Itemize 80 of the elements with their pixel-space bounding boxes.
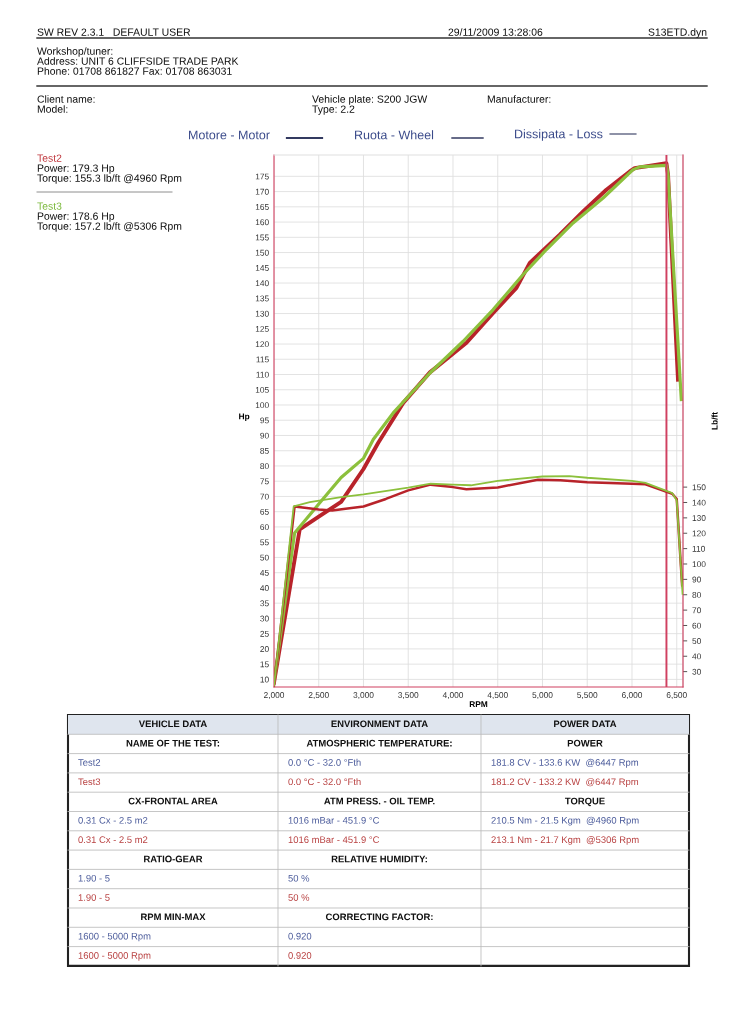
text: Power: 179.3 Hp [37,164,115,174]
y-tick-label: 65 [260,508,269,515]
y-tick-label: 55 [260,539,269,546]
y-tick-label: 165 [255,204,269,210]
x-tick-label: 2,000 [263,692,285,699]
y-tick-label: 115 [256,356,269,363]
y-tick-label: 170 [255,188,269,195]
y-tick-label: 85 [260,447,269,454]
x-tick-label: 6,000 [621,692,643,699]
x-tick-label: 6,500 [666,692,687,699]
y-tick-label: 30 [260,615,269,622]
text: Manufacturer: [487,95,551,103]
x-tick-label: 2,500 [308,692,329,699]
x-tick-label: 5,000 [532,692,553,699]
y-tick-label: 160 [255,219,269,226]
text: 29/11/2009 13:28:06 [448,28,543,36]
y2-tick-label: 30 [692,668,701,675]
y2-axis-title: Lb/ft [711,412,718,430]
y-axis-title: Hp [239,413,250,421]
text: Motore - Motor [189,130,270,140]
y-tick-label: 80 [260,463,269,470]
text: Model: [37,105,68,113]
y-tick-label: 100 [255,402,269,409]
y-tick-label: 145 [255,265,269,271]
y-tick-label: 75 [260,478,269,485]
y-tick-label: 95 [260,417,269,424]
y-tick-label: 135 [255,295,269,302]
y-tick-label: 50 [260,554,269,561]
y2-tick-label: 150 [692,484,706,491]
text: SW REV 2.3.1 DEFAULT USER [37,28,191,36]
text: Dissipata - Loss [515,129,603,141]
text: Ruota - Wheel [355,130,434,140]
text: Vehicle plate: S200 JGW [312,95,428,105]
x-tick-label: 3,000 [353,692,374,699]
y-tick-label: 150 [255,249,269,256]
text: Client name: [37,95,95,103]
y2-tick-label: 80 [692,591,701,598]
y-tick-label: 40 [260,585,269,592]
text: Test3 [37,202,62,210]
y2-tick-label: 90 [692,576,701,583]
y-tick-label: 20 [260,646,269,652]
y-tick-label: 125 [255,325,269,332]
y2-tick-label: 60 [692,622,701,629]
y-tick-label: 25 [260,630,269,637]
x-axis-title: RPM [469,701,488,708]
y2-tick-label: 140 [692,499,706,506]
y-tick-label: 35 [260,600,269,607]
x-tick-label: 4,500 [487,692,508,699]
y-tick-label: 130 [255,310,269,317]
text: Torque: 157.2 lb/ft @5306 Rpm [37,222,182,232]
text: Type: 2.2 [312,105,355,115]
y2-tick-label: 100 [692,561,706,568]
y2-tick-label: 110 [692,545,705,552]
y-tick-label: 45 [260,569,269,576]
y-tick-label: 70 [260,493,269,500]
y2-tick-label: 70 [692,607,701,614]
y2-tick-label: 50 [692,638,701,644]
y-tick-label: 15 [260,661,269,668]
x-tick-label: 5,500 [577,692,598,699]
y-tick-label: 140 [255,280,269,287]
y2-tick-label: 120 [692,530,706,537]
text: Test2 [37,154,62,162]
text: Phone: 01708 861827 Fax: 01708 863031 [37,67,232,75]
text: Power: 178.6 Hp [37,212,115,222]
y-tick-label: 10 [260,676,269,683]
y-tick-label: 110 [256,371,269,378]
y-tick-label: 120 [255,341,269,348]
y-tick-label: 60 [260,524,269,531]
y-tick-label: 105 [255,386,269,393]
y2-tick-label: 40 [692,653,701,660]
x-tick-label: 3,500 [398,692,419,699]
x-tick-label: 4,000 [442,692,464,699]
y-tick-label: 90 [260,432,269,439]
text: Address: UNIT 6 CLIFFSIDE TRADE PARK [37,57,239,65]
y-tick-label: 175 [255,173,269,180]
y2-tick-label: 130 [692,515,706,521]
text: S13ETD.dyn [648,28,707,38]
text: Torque: 155.3 lb/ft @4960 Rpm [37,174,182,184]
text: Workshop/tuner: [37,47,113,57]
y-tick-label: 155 [255,234,269,241]
